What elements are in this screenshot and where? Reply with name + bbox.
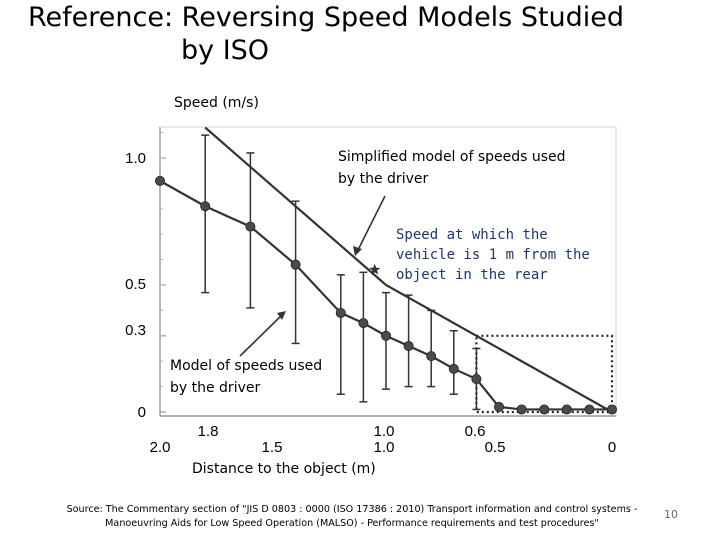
y-tick-label: 0: [138, 404, 146, 421]
annotation-one-m-line1: Speed at which the: [396, 227, 548, 243]
data-point: [245, 221, 256, 232]
x-axis-label: Distance to the object (m): [192, 461, 376, 477]
series-line-simplified: [204, 126, 613, 413]
data-point: [403, 340, 414, 351]
source-citation: Source: The Commentary section of "JIS D…: [38, 503, 666, 531]
data-point: [358, 318, 369, 329]
data-point: [516, 404, 527, 415]
annotation-bg: [392, 224, 592, 284]
slide-title-line1: Reference: Reversing Speed Models Studie…: [28, 2, 625, 33]
annotation-one-m-line2: vehicle is 1 m from the: [396, 247, 590, 263]
data-point: [200, 201, 211, 212]
y-tick-label: 0.5: [125, 276, 146, 293]
y-tick-label: 0.3: [125, 322, 146, 339]
data-point: [154, 175, 165, 186]
data-point: [539, 404, 550, 415]
x-tick-label-top: 0.6: [465, 423, 486, 440]
x-tick-label-bottom: 1.5: [262, 439, 283, 456]
data-point: [584, 404, 595, 415]
arrow-head-simplified: [353, 246, 362, 256]
data-point: [607, 404, 618, 415]
annotation-bg: [334, 143, 580, 191]
arrow-driver: [239, 313, 284, 357]
data-point: [493, 401, 504, 412]
annotation-simplified-line1: Simplified model of speeds used: [338, 149, 566, 165]
arrow-head-driver: [277, 311, 286, 320]
arrow-simplified: [356, 195, 386, 253]
annotation-driver-line1: Model of speeds used: [170, 358, 322, 374]
x-tick-label-bottom: 0: [608, 439, 616, 456]
data-point: [290, 259, 301, 270]
data-point: [561, 404, 572, 415]
axis-ticks: [160, 132, 166, 413]
annotation-simplified-line2: by the driver: [338, 171, 428, 187]
slide-title-line2: by ISO: [181, 35, 270, 66]
x-tick-label-top: 1.8: [198, 423, 219, 440]
y-axis-label: Speed (m/s): [174, 95, 259, 111]
markers: [154, 175, 618, 415]
data-point: [380, 330, 391, 341]
source-line1: Source: The Commentary section of "JIS D…: [66, 504, 638, 515]
error-bars: [201, 134, 481, 411]
x-tick-label-bottom: 1.0: [374, 439, 395, 456]
star-marker: [369, 263, 381, 275]
y-tick-label: 1.0: [125, 150, 146, 167]
x-tick-label-bottom: 2.0: [150, 439, 171, 456]
annotation-one-m-line3: object in the rear: [396, 267, 548, 283]
source-line2: Manoeuvring Aids for Low Speed Operation…: [105, 518, 599, 529]
x-tick-label-bottom: 0.5: [485, 439, 506, 456]
data-point: [448, 363, 459, 374]
page-number: 10: [664, 508, 678, 521]
data-point: [426, 351, 437, 362]
annotation-driver-line2: by the driver: [170, 380, 260, 396]
data-point: [335, 307, 346, 318]
data-point: [471, 373, 482, 384]
annotation-bg: [166, 352, 332, 398]
x-tick-label-top: 1.0: [374, 423, 395, 440]
